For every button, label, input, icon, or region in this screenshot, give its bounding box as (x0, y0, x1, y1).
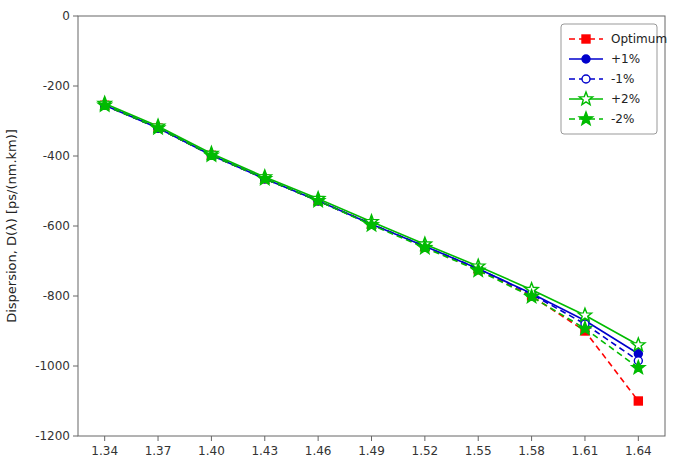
legend: Optimum +1% -1% +2% -2% (561, 24, 667, 134)
x-tick-label: 1.40 (198, 444, 225, 458)
x-tick-label: 1.64 (625, 444, 652, 458)
axes: 1.34 1.37 1.40 1.43 1.46 1.49 1.52 1.55 1.58 1.61… (35, 9, 652, 458)
point (578, 322, 591, 335)
y-tick-label: -400 (43, 149, 70, 163)
point (632, 338, 645, 351)
x-tick (424, 436, 425, 441)
series-line (105, 105, 639, 401)
chart: 1.34 1.37 1.40 1.43 1.46 1.49 1.52 1.55 1.58 1.61… (0, 0, 681, 476)
point (98, 98, 111, 111)
legend-marker (582, 55, 590, 63)
legend-label: Optimum (611, 32, 667, 46)
y-tick (73, 86, 78, 87)
x-tick-label: 1.52 (412, 444, 439, 458)
x-tick (104, 436, 105, 441)
x-tick-label: 1.43 (251, 444, 278, 458)
legend-label: -2% (611, 112, 634, 126)
point (634, 397, 642, 405)
x-tick-label: 1.61 (572, 444, 599, 458)
y-axis-label: Dispersion, D(λ) [ps/(nm.km)] (4, 129, 19, 323)
point (578, 308, 591, 321)
legend-marker (579, 92, 592, 105)
legend-marker (582, 35, 590, 43)
point (418, 241, 431, 254)
y-tick (73, 366, 78, 367)
point (365, 218, 378, 231)
y-tick-label: -200 (43, 79, 70, 93)
x-tick-label: 1.55 (465, 444, 492, 458)
point (258, 172, 271, 185)
series-line (105, 105, 639, 361)
x-tick-label: 1.46 (305, 444, 332, 458)
point (311, 194, 324, 207)
y-tick (73, 226, 78, 227)
series-line (105, 105, 639, 354)
series (98, 97, 645, 351)
x-tick (531, 436, 532, 441)
plot-frame (78, 16, 665, 436)
series (101, 101, 643, 405)
x-tick (478, 436, 479, 441)
y-tick (73, 436, 78, 437)
y-tick-label: -600 (43, 219, 70, 233)
y-tick (73, 296, 78, 297)
y-tick-label: 0 (62, 9, 70, 23)
y-tick-label: -1200 (35, 429, 70, 443)
x-tick (318, 436, 319, 441)
point (151, 121, 164, 134)
x-tick (584, 436, 585, 441)
legend-marker (579, 112, 592, 125)
y-tick-label: -800 (43, 289, 70, 303)
x-tick-label: 1.37 (145, 444, 172, 458)
legend-marker (582, 75, 590, 83)
x-tick (264, 436, 265, 441)
x-tick (211, 436, 212, 441)
point (205, 148, 218, 161)
legend-label: -1% (611, 72, 634, 86)
point (525, 290, 538, 303)
series (98, 98, 645, 373)
x-tick (371, 436, 372, 441)
legend-label: +2% (611, 92, 640, 106)
legend-label: +1% (611, 52, 640, 66)
x-tick-label: 1.58 (518, 444, 545, 458)
x-tick (638, 436, 639, 441)
y-tick (73, 156, 78, 157)
series-line (105, 105, 639, 368)
x-tick (158, 436, 159, 441)
point (632, 361, 645, 374)
series-line (105, 104, 639, 346)
plot-area (98, 97, 645, 406)
x-tick-label: 1.49 (358, 444, 385, 458)
point (472, 263, 485, 276)
y-tick-label: -1000 (35, 359, 70, 373)
y-tick (73, 16, 78, 17)
x-tick-label: 1.34 (91, 444, 118, 458)
